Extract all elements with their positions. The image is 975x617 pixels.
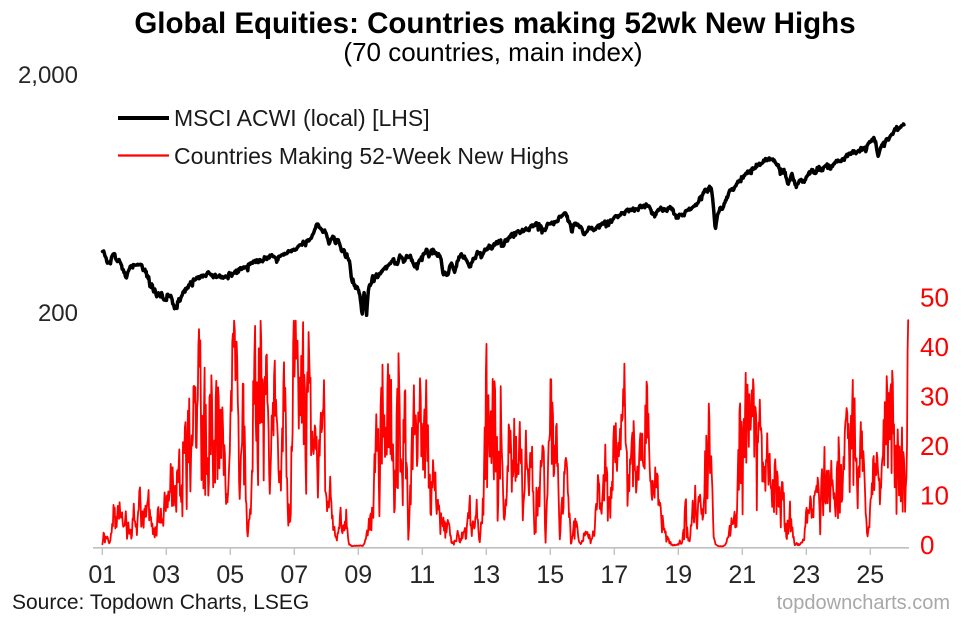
svg-text:21: 21: [728, 561, 756, 589]
svg-text:40: 40: [920, 332, 949, 362]
svg-text:05: 05: [216, 561, 244, 589]
svg-text:0: 0: [920, 530, 934, 560]
svg-text:03: 03: [152, 561, 180, 589]
svg-text:23: 23: [792, 561, 820, 589]
svg-text:Source: Topdown Charts, LSEG: Source: Topdown Charts, LSEG: [12, 591, 309, 614]
svg-text:(70 countries, main index): (70 countries, main index): [343, 37, 642, 67]
svg-text:10: 10: [920, 481, 949, 511]
svg-text:Countries Making 52-Week New H: Countries Making 52-Week New Highs: [174, 143, 569, 169]
svg-text:2,000: 2,000: [18, 62, 78, 89]
svg-text:50: 50: [920, 283, 949, 313]
svg-text:Global Equities: Countries mak: Global Equities: Countries making 52wk N…: [134, 7, 855, 40]
svg-text:200: 200: [38, 300, 78, 327]
svg-text:topdowncharts.com: topdowncharts.com: [777, 592, 950, 614]
svg-text:MSCI ACWI (local) [LHS]: MSCI ACWI (local) [LHS]: [174, 105, 430, 131]
svg-text:11: 11: [409, 561, 435, 589]
svg-text:07: 07: [280, 561, 308, 589]
svg-text:01: 01: [88, 561, 116, 589]
svg-text:09: 09: [344, 561, 372, 589]
svg-text:19: 19: [664, 561, 692, 589]
svg-text:20: 20: [920, 431, 949, 461]
svg-text:30: 30: [920, 382, 949, 412]
svg-text:25: 25: [856, 561, 884, 589]
svg-text:13: 13: [472, 561, 500, 589]
svg-text:17: 17: [600, 561, 628, 589]
svg-text:15: 15: [536, 561, 564, 589]
